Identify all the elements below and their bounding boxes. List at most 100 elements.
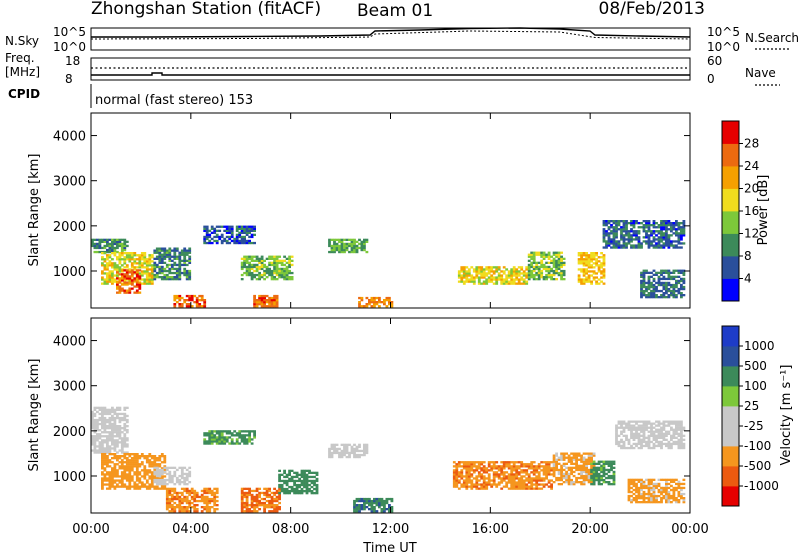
range-cell xyxy=(587,256,591,259)
range-cell xyxy=(532,469,536,472)
range-cell xyxy=(585,256,588,259)
range-cell xyxy=(111,439,114,442)
range-cell xyxy=(135,469,139,472)
range-cell xyxy=(245,487,249,490)
range-cell xyxy=(665,480,668,483)
range-cell xyxy=(118,289,122,292)
range-cell xyxy=(111,453,114,456)
range-cell xyxy=(258,294,261,298)
range-cell xyxy=(525,268,529,271)
range-cell xyxy=(660,428,663,431)
range-cell xyxy=(315,492,319,495)
range-cell xyxy=(255,487,259,490)
range-cell xyxy=(255,497,259,501)
range-cell xyxy=(128,487,132,490)
range-cell xyxy=(348,443,351,446)
range-cell xyxy=(295,471,299,474)
noise-tick-left-bottom: 10^0 xyxy=(53,40,86,54)
range-cell xyxy=(278,477,281,481)
range-cell xyxy=(635,484,638,488)
range-cell xyxy=(118,431,122,434)
range-cell xyxy=(550,269,553,273)
range-cell xyxy=(213,508,217,511)
range-cell xyxy=(565,474,568,478)
range-cell xyxy=(133,483,137,486)
range-cell xyxy=(108,485,112,488)
range-cell xyxy=(163,269,167,273)
range-cell xyxy=(258,261,261,264)
range-cell xyxy=(333,244,336,248)
range-cell xyxy=(500,467,504,470)
range-cell xyxy=(125,467,129,470)
range-cell xyxy=(460,475,464,478)
range-cell xyxy=(248,235,251,239)
range-cell xyxy=(103,449,107,452)
range-cell xyxy=(253,263,256,267)
range-cell xyxy=(93,242,97,246)
range-cell xyxy=(635,486,638,490)
range-cell xyxy=(645,497,648,500)
range-cell xyxy=(133,268,137,271)
range-cell xyxy=(113,481,117,484)
range-cell xyxy=(635,436,638,439)
range-cell xyxy=(517,479,521,482)
range-cell xyxy=(390,497,394,501)
range-cell xyxy=(610,224,613,227)
range-cell xyxy=(103,260,107,263)
range-cell xyxy=(467,461,471,464)
range-cell xyxy=(340,240,344,243)
nsearch-trace xyxy=(90,30,691,40)
colorbar-segment xyxy=(722,121,739,144)
range-cell xyxy=(365,447,369,451)
range-cell xyxy=(585,264,588,267)
range-cell xyxy=(467,467,471,470)
range-cell xyxy=(153,461,157,464)
range-cell xyxy=(213,227,217,230)
range-cell xyxy=(590,472,593,476)
range-cell xyxy=(108,276,112,279)
range-cell xyxy=(637,494,641,498)
range-cell xyxy=(587,478,591,482)
range-cell xyxy=(595,254,598,257)
range-cell xyxy=(560,454,563,457)
range-cell xyxy=(652,230,656,233)
range-cell xyxy=(637,240,641,243)
range-cell xyxy=(116,258,119,261)
range-cell xyxy=(602,466,606,469)
range-cell xyxy=(512,268,516,271)
range-cell xyxy=(680,482,683,486)
range-cell xyxy=(612,246,616,249)
range-cell xyxy=(627,482,631,486)
range-cell xyxy=(240,487,244,490)
range-cell xyxy=(101,463,104,466)
range-cell xyxy=(632,488,636,492)
range-cell xyxy=(106,254,109,257)
range-cell xyxy=(93,451,97,454)
range-cell xyxy=(135,283,139,286)
range-cell xyxy=(116,287,119,290)
range-cell xyxy=(650,234,653,237)
range-cell xyxy=(652,279,656,283)
colorbar-tick-label: 100 xyxy=(744,379,767,393)
range-cell xyxy=(660,497,663,500)
range-cell xyxy=(605,244,608,247)
range-cell xyxy=(143,278,147,281)
range-cell xyxy=(195,508,199,511)
range-cell xyxy=(385,497,389,501)
range-cell xyxy=(605,472,608,476)
range-cell xyxy=(106,262,109,265)
range-cell xyxy=(125,289,129,292)
range-cell xyxy=(652,497,656,500)
range-cell xyxy=(670,271,673,274)
range-cell xyxy=(113,439,117,442)
range-cell xyxy=(188,259,192,262)
range-cell xyxy=(160,261,164,264)
range-cell xyxy=(582,272,586,275)
range-cell xyxy=(143,266,147,269)
range-cell xyxy=(265,265,269,269)
range-cell xyxy=(580,278,583,281)
range-cell xyxy=(308,483,311,487)
range-cell xyxy=(145,272,149,275)
range-cell xyxy=(285,271,289,275)
range-cell xyxy=(106,264,109,267)
